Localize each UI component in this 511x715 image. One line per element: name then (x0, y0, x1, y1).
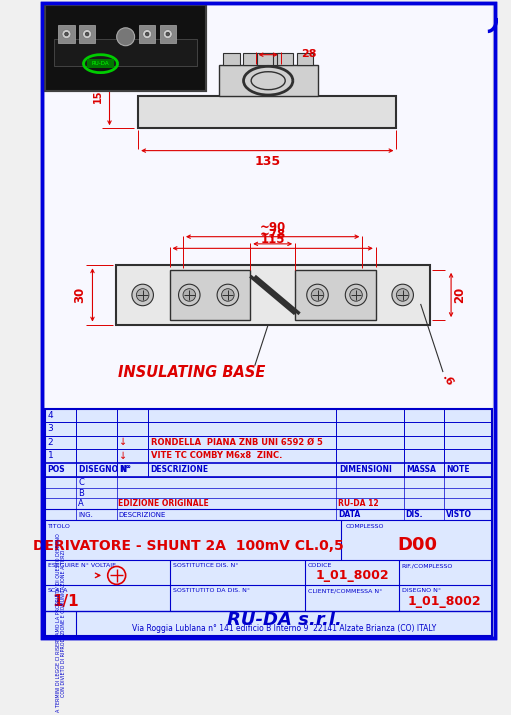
Circle shape (311, 289, 324, 301)
Bar (79, 25, 95, 43)
Circle shape (350, 289, 362, 301)
Text: 1: 1 (48, 451, 53, 460)
Bar (87, 59, 114, 68)
Circle shape (85, 32, 89, 36)
Text: 135: 135 (254, 155, 281, 168)
Text: DESCRIZIONE: DESCRIZIONE (119, 512, 166, 518)
Text: ING.: ING. (78, 512, 93, 518)
Bar (138, 96, 397, 128)
Bar (264, 53, 280, 66)
Text: ↓: ↓ (120, 451, 127, 461)
Text: NOTE: NOTE (447, 465, 470, 474)
Text: SCALA: SCALA (48, 588, 68, 593)
Circle shape (178, 284, 200, 306)
Text: RIF./COMPLESSO: RIF./COMPLESSO (402, 563, 453, 568)
Text: 4: 4 (48, 411, 53, 420)
Text: ESEGUIRE N° VOLTAIE: ESEGUIRE N° VOLTAIE (48, 563, 115, 568)
Circle shape (65, 32, 68, 36)
Text: A TERMINI DI LEGGE CI RISERVIAMO LA PROPRIETA' DI QUESTO DISEGNO CON DIVIETO DI : A TERMINI DI LEGGE CI RISERVIAMO LA PROP… (56, 533, 66, 712)
Text: .6: .6 (440, 373, 455, 389)
Bar (160, 25, 176, 43)
Circle shape (117, 28, 134, 46)
Text: ↓: ↓ (120, 438, 127, 448)
Text: SOSTITUTICE DIS. N°: SOSTITUTICE DIS. N° (173, 563, 239, 568)
Text: 1/1: 1/1 (52, 594, 79, 609)
Text: CODICE: CODICE (308, 563, 332, 568)
Bar (295, 270, 376, 320)
Text: MASSA: MASSA (406, 465, 436, 474)
Text: ~90: ~90 (260, 221, 286, 235)
Text: B: B (78, 488, 84, 498)
Text: SOSTITUTITO DA DIS. N°: SOSTITUTITO DA DIS. N° (173, 588, 250, 593)
Text: EDIZIONE ORIGINALE: EDIZIONE ORIGINALE (119, 499, 209, 508)
Circle shape (145, 32, 149, 36)
Bar (223, 53, 240, 66)
Circle shape (222, 289, 234, 301)
Bar (116, 265, 430, 325)
Bar (243, 53, 259, 66)
Text: 3: 3 (48, 425, 53, 433)
Text: DIMENSIONI: DIMENSIONI (339, 465, 392, 474)
Circle shape (136, 289, 149, 301)
Text: 15,8: 15,8 (93, 79, 103, 103)
Text: DISEGNO N°: DISEGNO N° (402, 588, 441, 593)
Text: RU-DA: RU-DA (92, 61, 109, 66)
Text: POS: POS (48, 465, 65, 474)
Circle shape (392, 284, 413, 306)
Circle shape (217, 284, 239, 306)
Bar (257, 53, 273, 66)
Circle shape (164, 29, 172, 39)
Text: DISEGNO N°: DISEGNO N° (79, 465, 131, 474)
Text: 20: 20 (453, 287, 466, 303)
Text: DATA: DATA (338, 510, 360, 519)
Text: INSULATING BASE: INSULATING BASE (119, 365, 266, 380)
Circle shape (132, 284, 153, 306)
Text: A: A (78, 499, 84, 508)
Bar (139, 25, 155, 43)
Bar (45, 409, 492, 636)
Text: C: C (78, 478, 84, 487)
Text: 1_01_8002: 1_01_8002 (315, 569, 389, 582)
Bar (45, 6, 206, 91)
Bar (297, 53, 313, 66)
Text: VISTO: VISTO (446, 510, 472, 519)
Bar (54, 39, 197, 66)
Text: DIS.: DIS. (405, 510, 423, 519)
Circle shape (166, 32, 170, 36)
Circle shape (397, 289, 409, 301)
Circle shape (83, 29, 91, 39)
Circle shape (307, 284, 328, 306)
Bar (45, 6, 206, 91)
Text: 2: 2 (48, 438, 53, 447)
Text: COMPLESSO: COMPLESSO (345, 523, 384, 528)
Text: Via Roggia Lublana n° 141 edificio B Interno 9  22141 Alzate Brianza (CO) ITALY: Via Roggia Lublana n° 141 edificio B Int… (132, 624, 436, 633)
Text: DERIVATORE - SHUNT 2A  100mV CL.0,5: DERIVATORE - SHUNT 2A 100mV CL.0,5 (33, 539, 344, 553)
Circle shape (143, 29, 152, 39)
Text: CLIENTE/COMMESSA N°: CLIENTE/COMMESSA N° (308, 588, 382, 593)
Bar (219, 66, 317, 96)
Text: VITE TC COMBY M6x8  ZINC.: VITE TC COMBY M6x8 ZINC. (151, 451, 282, 460)
Text: RU-DA s.r.l.: RU-DA s.r.l. (227, 611, 342, 629)
Text: DESCRIZIONE: DESCRIZIONE (151, 465, 209, 474)
Text: 28: 28 (301, 49, 316, 59)
Text: 1_01_8002: 1_01_8002 (407, 596, 481, 608)
Bar (58, 25, 75, 43)
Bar (170, 270, 250, 320)
Text: TITOLO: TITOLO (48, 523, 71, 528)
Text: 30: 30 (74, 287, 86, 303)
Circle shape (183, 289, 196, 301)
Text: RU-DA 12: RU-DA 12 (338, 499, 379, 508)
Text: D00: D00 (397, 536, 437, 553)
Text: N°: N° (120, 465, 130, 474)
Text: ~78: ~78 (260, 228, 286, 242)
Text: 115: 115 (261, 233, 285, 246)
Circle shape (62, 29, 71, 39)
Text: RONDELLA  PIANA ZNB UNI 6592 Ø 5: RONDELLA PIANA ZNB UNI 6592 Ø 5 (151, 438, 322, 447)
Circle shape (345, 284, 367, 306)
Bar (277, 53, 293, 66)
